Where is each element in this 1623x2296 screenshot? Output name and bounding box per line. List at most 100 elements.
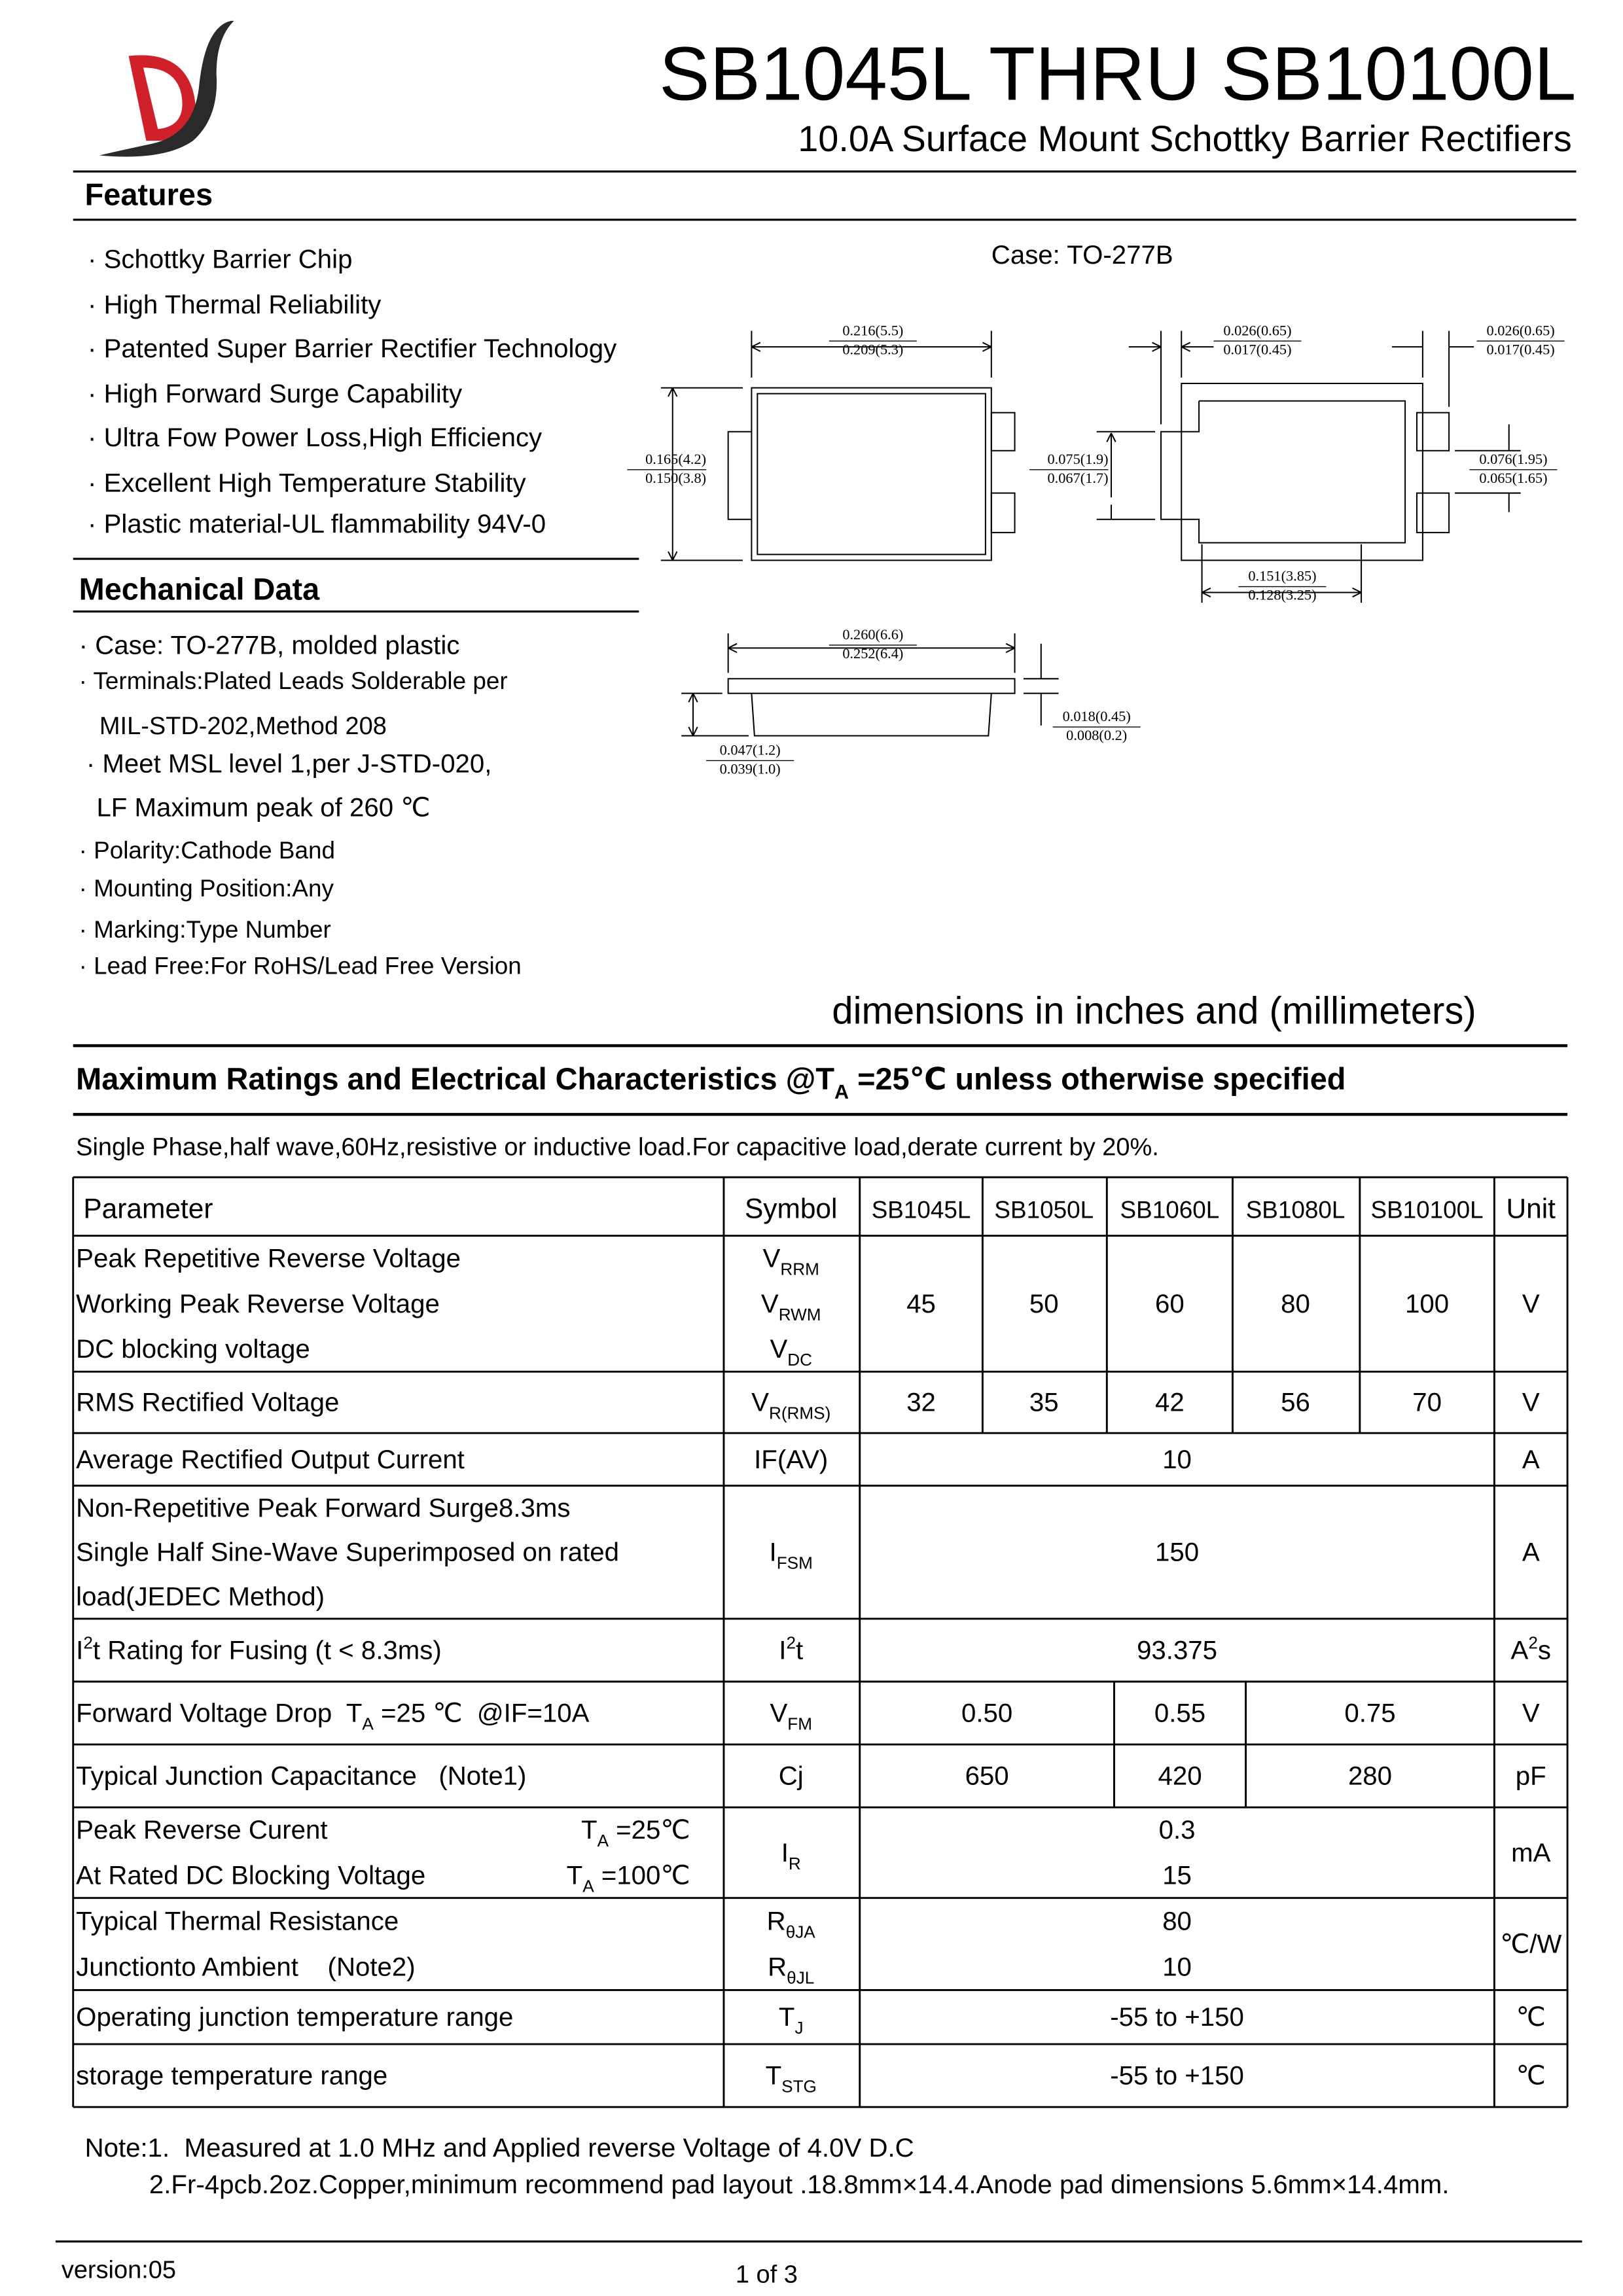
text-run: ℃/W <box>1500 1929 1561 1958</box>
text-run: V <box>770 1334 787 1364</box>
logo-swoosh <box>99 20 234 157</box>
table-value: 420 <box>1158 1761 1202 1791</box>
dimension-line <box>751 330 992 378</box>
table-value: 10 <box>1162 1952 1192 1982</box>
text-run: I <box>781 1838 789 1867</box>
doc-subtitle: 10.0A Surface Mount Schottky Barrier Rec… <box>798 118 1572 159</box>
outline <box>990 492 1016 533</box>
dimension-label: 0.017(0.45) <box>1487 341 1555 357</box>
note: 2.Fr-4pcb.2oz.Copper,minimum recommend p… <box>149 2170 1450 2199</box>
table-value: 15 <box>1162 1860 1192 1890</box>
parameter: load(JEDEC Method) <box>76 1581 325 1611</box>
dimension-label: 0.018(0.45) <box>1063 708 1131 724</box>
dimension-label: 0.067(1.7) <box>1048 470 1109 486</box>
section-heading: Maximum Ratings and Electrical Character… <box>76 1062 1346 1103</box>
dimension-label: 0.026(0.65) <box>1223 322 1291 338</box>
script-text: R <box>789 1854 801 1873</box>
parameter: Typical Thermal Resistance <box>76 1906 399 1935</box>
text-run: I <box>770 1538 777 1567</box>
text-run: Single Half Sine-Wave Superimposed on ra… <box>76 1538 619 1567</box>
feature-item: · Ultra Fow Power Loss,High Efficiency <box>88 423 543 452</box>
table-value: 35 <box>1029 1388 1059 1417</box>
feature-item: · Patented Super Barrier Rectifier Techn… <box>88 334 617 363</box>
symbol: IF(AV) <box>754 1445 828 1474</box>
text-run: RMS Rectified Voltage <box>76 1388 339 1417</box>
text-run: R <box>767 1906 786 1935</box>
dimension-label: 0.260(6.6) <box>842 626 903 643</box>
outline <box>1160 431 1182 520</box>
parameter: Typical Junction Capacitance (Note1) <box>76 1761 526 1791</box>
mechanical-item: · Polarity:Cathode Band <box>79 837 335 864</box>
parameter: Operating junction temperature range <box>76 2002 513 2032</box>
script-text: J <box>794 2018 803 2038</box>
text-run: V <box>1522 1698 1540 1727</box>
text-run: Cj <box>779 1761 804 1791</box>
symbol: VRRM <box>763 1244 819 1279</box>
text-run: ℃ <box>1516 2002 1546 2032</box>
text-run: Maximum Ratings and Electrical Character… <box>76 1062 834 1096</box>
symbol: RθJL <box>768 1952 814 1988</box>
text-run: T <box>779 2002 795 2032</box>
conditions: Single Phase,half wave,60Hz,resistive or… <box>76 1134 1159 1161</box>
dimension-line <box>1023 643 1059 726</box>
text-run: =25℃ <box>609 1815 690 1845</box>
script-text: RRM <box>780 1260 819 1279</box>
parameter: DC blocking voltage <box>76 1334 310 1364</box>
parameter: Junctionto Ambient (Note2) <box>76 1952 415 1982</box>
script-text: STG <box>781 2077 817 2096</box>
test-condition: TA =25℃ <box>581 1815 690 1850</box>
unit: ℃/W <box>1500 1929 1561 1958</box>
version: version:05 <box>62 2257 176 2284</box>
table-value: 60 <box>1155 1289 1185 1318</box>
outline <box>751 693 992 737</box>
text-run: load(JEDEC Method) <box>76 1581 325 1611</box>
symbol: VFM <box>770 1698 812 1733</box>
table-value: 0.55 <box>1154 1698 1205 1727</box>
text-run: V <box>1522 1289 1540 1318</box>
outline <box>751 387 992 561</box>
table-header: SB1060L <box>1120 1197 1220 1224</box>
text-run: A <box>1522 1445 1540 1474</box>
table-header: SB1050L <box>994 1197 1094 1224</box>
text-run: I <box>779 1635 786 1665</box>
table-header: SB1045L <box>872 1197 971 1224</box>
test-condition: TA =100℃ <box>567 1860 690 1896</box>
text-run: V <box>761 1289 779 1318</box>
outline <box>727 431 752 520</box>
parameter: storage temperature range <box>76 2061 387 2091</box>
doc-title: SB1045L THRU SB10100L <box>659 31 1576 116</box>
script-text: FSM <box>777 1553 813 1573</box>
dimension-label: 0.047(1.2) <box>720 741 781 758</box>
outline <box>757 393 986 556</box>
text-run: Working Peak Reverse Voltage <box>76 1289 440 1318</box>
script-text: A <box>834 1081 849 1103</box>
dimension-line <box>1201 544 1363 603</box>
table-value: 70 <box>1412 1388 1442 1417</box>
unit: V <box>1522 1289 1540 1318</box>
parameter: Peak Repetitive Reverse Voltage <box>76 1244 461 1273</box>
text-run: Peak Reverse Curent <box>76 1815 327 1845</box>
page-number: 1 of 3 <box>736 2261 798 2288</box>
symbol: TSTG <box>766 2061 817 2096</box>
table-header: SB1080L <box>1246 1197 1346 1224</box>
feature-item: · Plastic material-UL flammability 94V-0 <box>88 509 546 539</box>
feature-item: · High Forward Surge Capability <box>88 379 463 408</box>
table-value: 45 <box>906 1289 936 1318</box>
parameter: Single Half Sine-Wave Superimposed on ra… <box>76 1538 619 1567</box>
package-drawing <box>660 330 1521 737</box>
unit: V <box>1522 1698 1540 1727</box>
text-run: V <box>763 1244 781 1273</box>
symbol: VR(RMS) <box>751 1388 830 1423</box>
mechanical-item: MIL-STD-202,Method 208 <box>99 713 387 740</box>
dimension-line <box>660 387 743 561</box>
text-run: s <box>1538 1635 1551 1665</box>
table-value: 0.50 <box>961 1698 1012 1727</box>
table-value: 32 <box>906 1388 936 1417</box>
dimension-label: 0.039(1.0) <box>720 761 781 777</box>
text-run: A <box>1522 1538 1540 1567</box>
mechanical-item: · Mounting Position:Any <box>79 875 334 902</box>
text-run: Junctionto Ambient (Note2) <box>76 1952 415 1982</box>
symbol: IR <box>781 1838 801 1873</box>
text-run: Non-Repetitive Peak Forward Surge8.3ms <box>76 1493 570 1523</box>
